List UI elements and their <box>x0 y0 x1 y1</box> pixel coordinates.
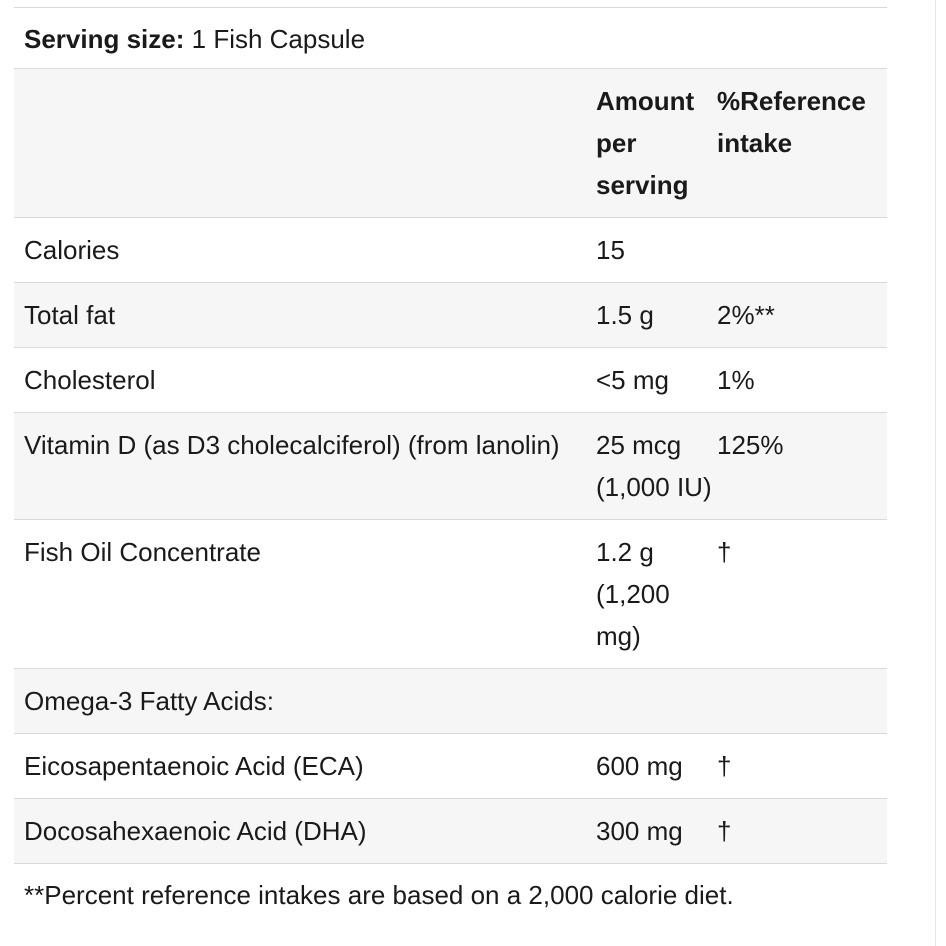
supplement-facts-panel: Serving size: 1 Fish Capsule Amount per … <box>14 0 887 916</box>
table-row: Vitamin D (as D3 cholecalciferol) (from … <box>14 413 887 520</box>
table-row: Docosahexaenoic Acid (DHA) 300 mg † <box>14 799 887 864</box>
nutrient-amount: 1.2 g (1,200 mg) <box>596 537 670 651</box>
nutrient-name: Calories <box>24 235 120 265</box>
table-row: Omega-3 Fatty Acids: <box>14 669 887 734</box>
table-row: Total fat 1.5 g 2%** <box>14 283 887 348</box>
table-header: Amount per serving %Reference intake <box>14 69 887 218</box>
serving-size-value: 1 Fish Capsule <box>184 24 366 54</box>
nutrient-amount: 600 mg <box>596 751 683 781</box>
table-row: Fish Oil Concentrate 1.2 g (1,200 mg) † <box>14 520 887 669</box>
table-row: Eicosapentaenoic Acid (ECA) 600 mg † <box>14 734 887 799</box>
scrollbar[interactable] <box>935 0 946 946</box>
nutrient-reference: † <box>717 537 732 567</box>
nutrient-reference: 125% <box>717 430 784 460</box>
nutrient-amount: 1.5 g <box>596 300 654 330</box>
nutrient-name: Fish Oil Concentrate <box>24 537 261 567</box>
nutrient-reference: † <box>717 816 732 846</box>
nutrient-amount <box>586 669 716 733</box>
nutrient-reference: 1% <box>717 365 755 395</box>
nutrient-name: Cholesterol <box>24 365 156 395</box>
table-row: Calories 15 <box>14 218 887 283</box>
nutrient-reference: † <box>717 751 732 781</box>
top-divider <box>14 0 887 8</box>
table-row: Cholesterol <5 mg 1% <box>14 348 887 413</box>
nutrient-name: Vitamin D (as D3 cholecalciferol) (from … <box>24 430 560 460</box>
nutrient-reference <box>716 669 887 733</box>
nutrient-name: Omega-3 Fatty Acids: <box>24 686 274 716</box>
nutrient-amount: 15 <box>596 235 625 265</box>
nutrient-amount: 25 mcg (1,000 IU) <box>596 430 712 502</box>
nutrient-name: Total fat <box>24 300 116 330</box>
nutrient-reference: 2%** <box>717 300 775 330</box>
header-amount: Amount per serving <box>596 86 695 200</box>
nutrient-name: Eicosapentaenoic Acid (ECA) <box>24 751 364 781</box>
footnote: **Percent reference intakes are based on… <box>24 880 734 910</box>
header-reference: %Reference intake <box>717 86 866 158</box>
serving-size-label: Serving size: <box>24 24 185 54</box>
header-name-cell <box>14 69 586 217</box>
serving-size: Serving size: 1 Fish Capsule <box>14 8 887 69</box>
nutrient-amount: <5 mg <box>596 365 669 395</box>
nutrient-reference <box>716 218 887 282</box>
nutrient-name: Docosahexaenoic Acid (DHA) <box>24 816 367 846</box>
nutrient-amount: 300 mg <box>596 816 683 846</box>
